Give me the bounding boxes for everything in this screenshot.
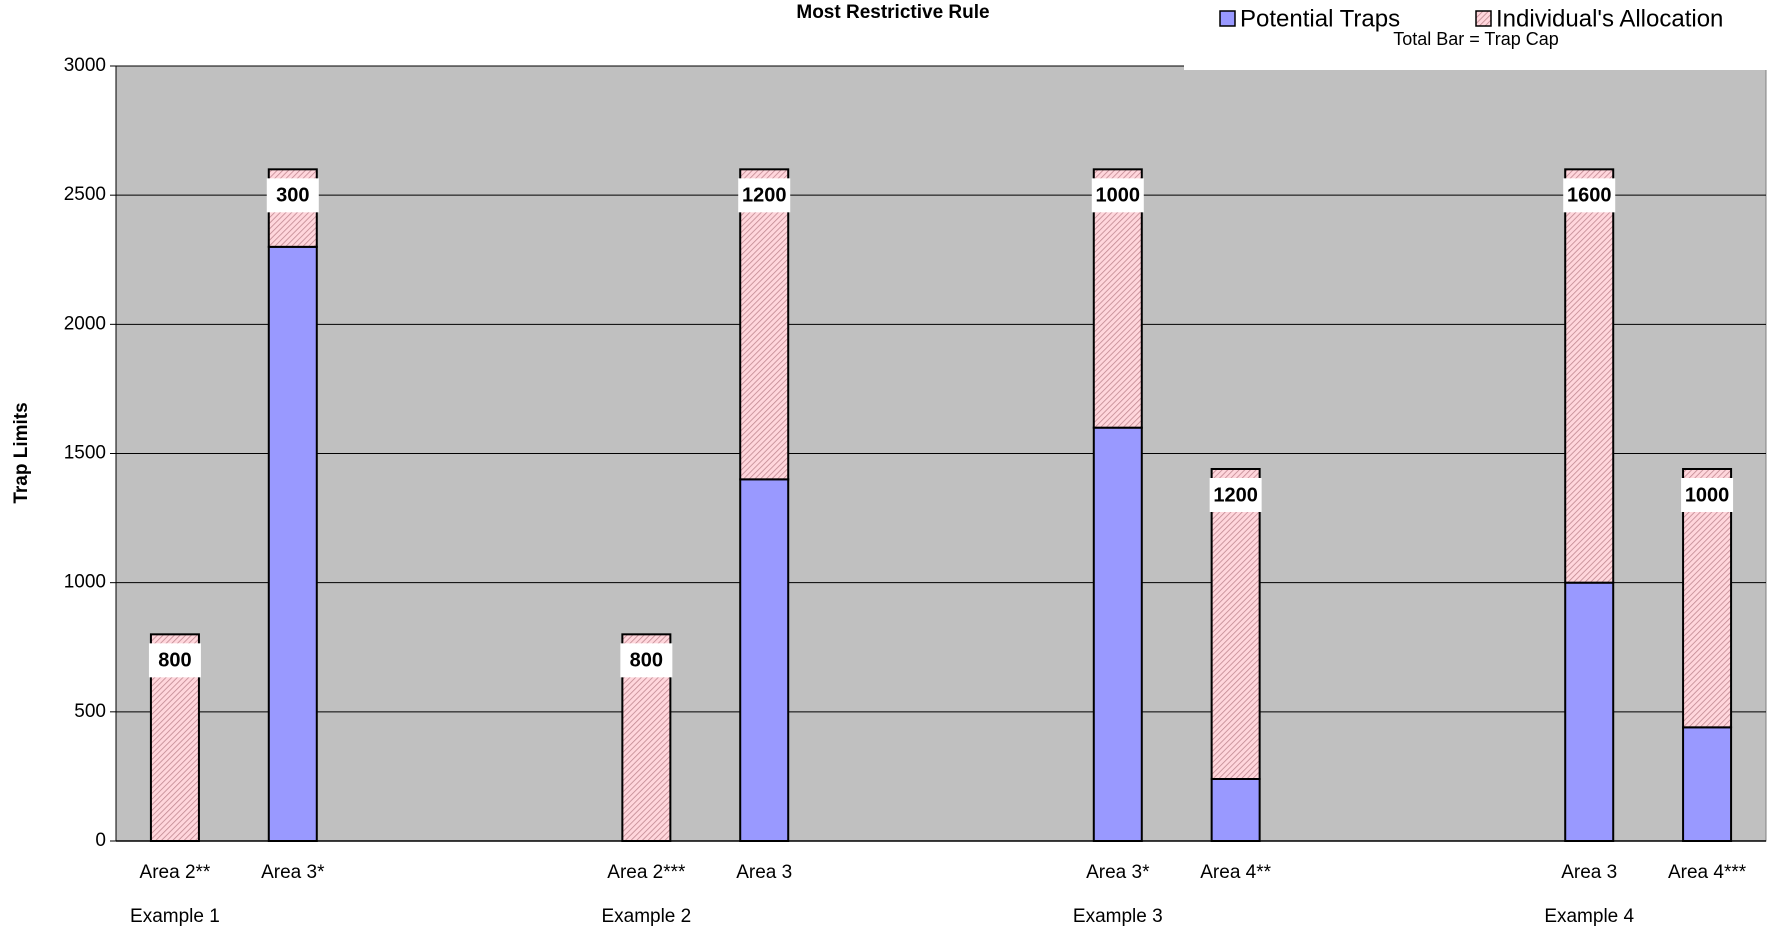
chart-title: Most Restrictive Rule	[796, 2, 989, 23]
data-label-box	[1091, 178, 1144, 213]
data-label-box	[1681, 478, 1734, 512]
y-tick-label: 500	[74, 701, 106, 722]
x-tick-label: Area 3*	[1086, 862, 1150, 883]
data-label: 1000	[1096, 185, 1141, 207]
data-label: 1200	[1213, 484, 1258, 506]
bar-segment	[1564, 581, 1615, 843]
y-tick-label: 3000	[64, 55, 106, 76]
data-label-box	[738, 178, 791, 213]
data-label-box	[620, 643, 673, 678]
bar-segment	[1564, 168, 1615, 584]
bar-segment	[267, 245, 318, 843]
group-label: Example 4	[1544, 906, 1634, 927]
x-tick-label: Area 3	[1561, 862, 1617, 883]
data-label-box	[1563, 178, 1616, 213]
bar-segment	[739, 478, 790, 842]
legend-swatch	[1475, 10, 1492, 27]
bar-segment	[739, 168, 790, 481]
data-label-box	[1209, 478, 1262, 512]
group-label: Example 3	[1073, 906, 1163, 927]
bar-segment	[1092, 426, 1143, 842]
x-tick-label: Area 4***	[1668, 862, 1747, 883]
bar-segment	[1682, 468, 1733, 729]
bar-segment	[1210, 778, 1261, 842]
x-tick-label: Area 3*	[261, 862, 325, 883]
legend-label: Potential Traps	[1240, 5, 1400, 32]
data-label: 1200	[742, 185, 787, 207]
legend-label: Individual's Allocation	[1496, 5, 1723, 32]
x-tick-label: Area 4**	[1200, 862, 1271, 883]
group-label: Example 1	[130, 906, 220, 927]
data-label: 1600	[1567, 185, 1612, 207]
annotation: Total Bar = Trap Cap	[1393, 29, 1559, 49]
legend-swatch	[1219, 10, 1236, 27]
data-label: 800	[158, 650, 191, 672]
x-tick-label: Area 2***	[607, 862, 686, 883]
bar-segment	[1682, 726, 1733, 842]
x-tick-label: Area 3	[736, 862, 792, 883]
y-tick-label: 0	[95, 830, 106, 851]
y-tick-label: 2500	[64, 184, 106, 205]
y-axis-label: Trap Limits	[11, 402, 32, 503]
y-tick-label: 1000	[64, 572, 106, 593]
group-label: Example 2	[601, 906, 691, 927]
y-tick-label: 1500	[64, 443, 106, 464]
bar-segment	[1210, 468, 1261, 780]
data-label-box	[148, 643, 201, 678]
x-tick-label: Area 2**	[140, 862, 211, 883]
data-label: 800	[630, 650, 663, 672]
data-label-box	[266, 178, 319, 213]
data-label: 1000	[1685, 484, 1730, 506]
bar-segment	[1092, 168, 1143, 429]
y-tick-label: 2000	[64, 313, 106, 334]
data-label: 300	[276, 185, 309, 207]
